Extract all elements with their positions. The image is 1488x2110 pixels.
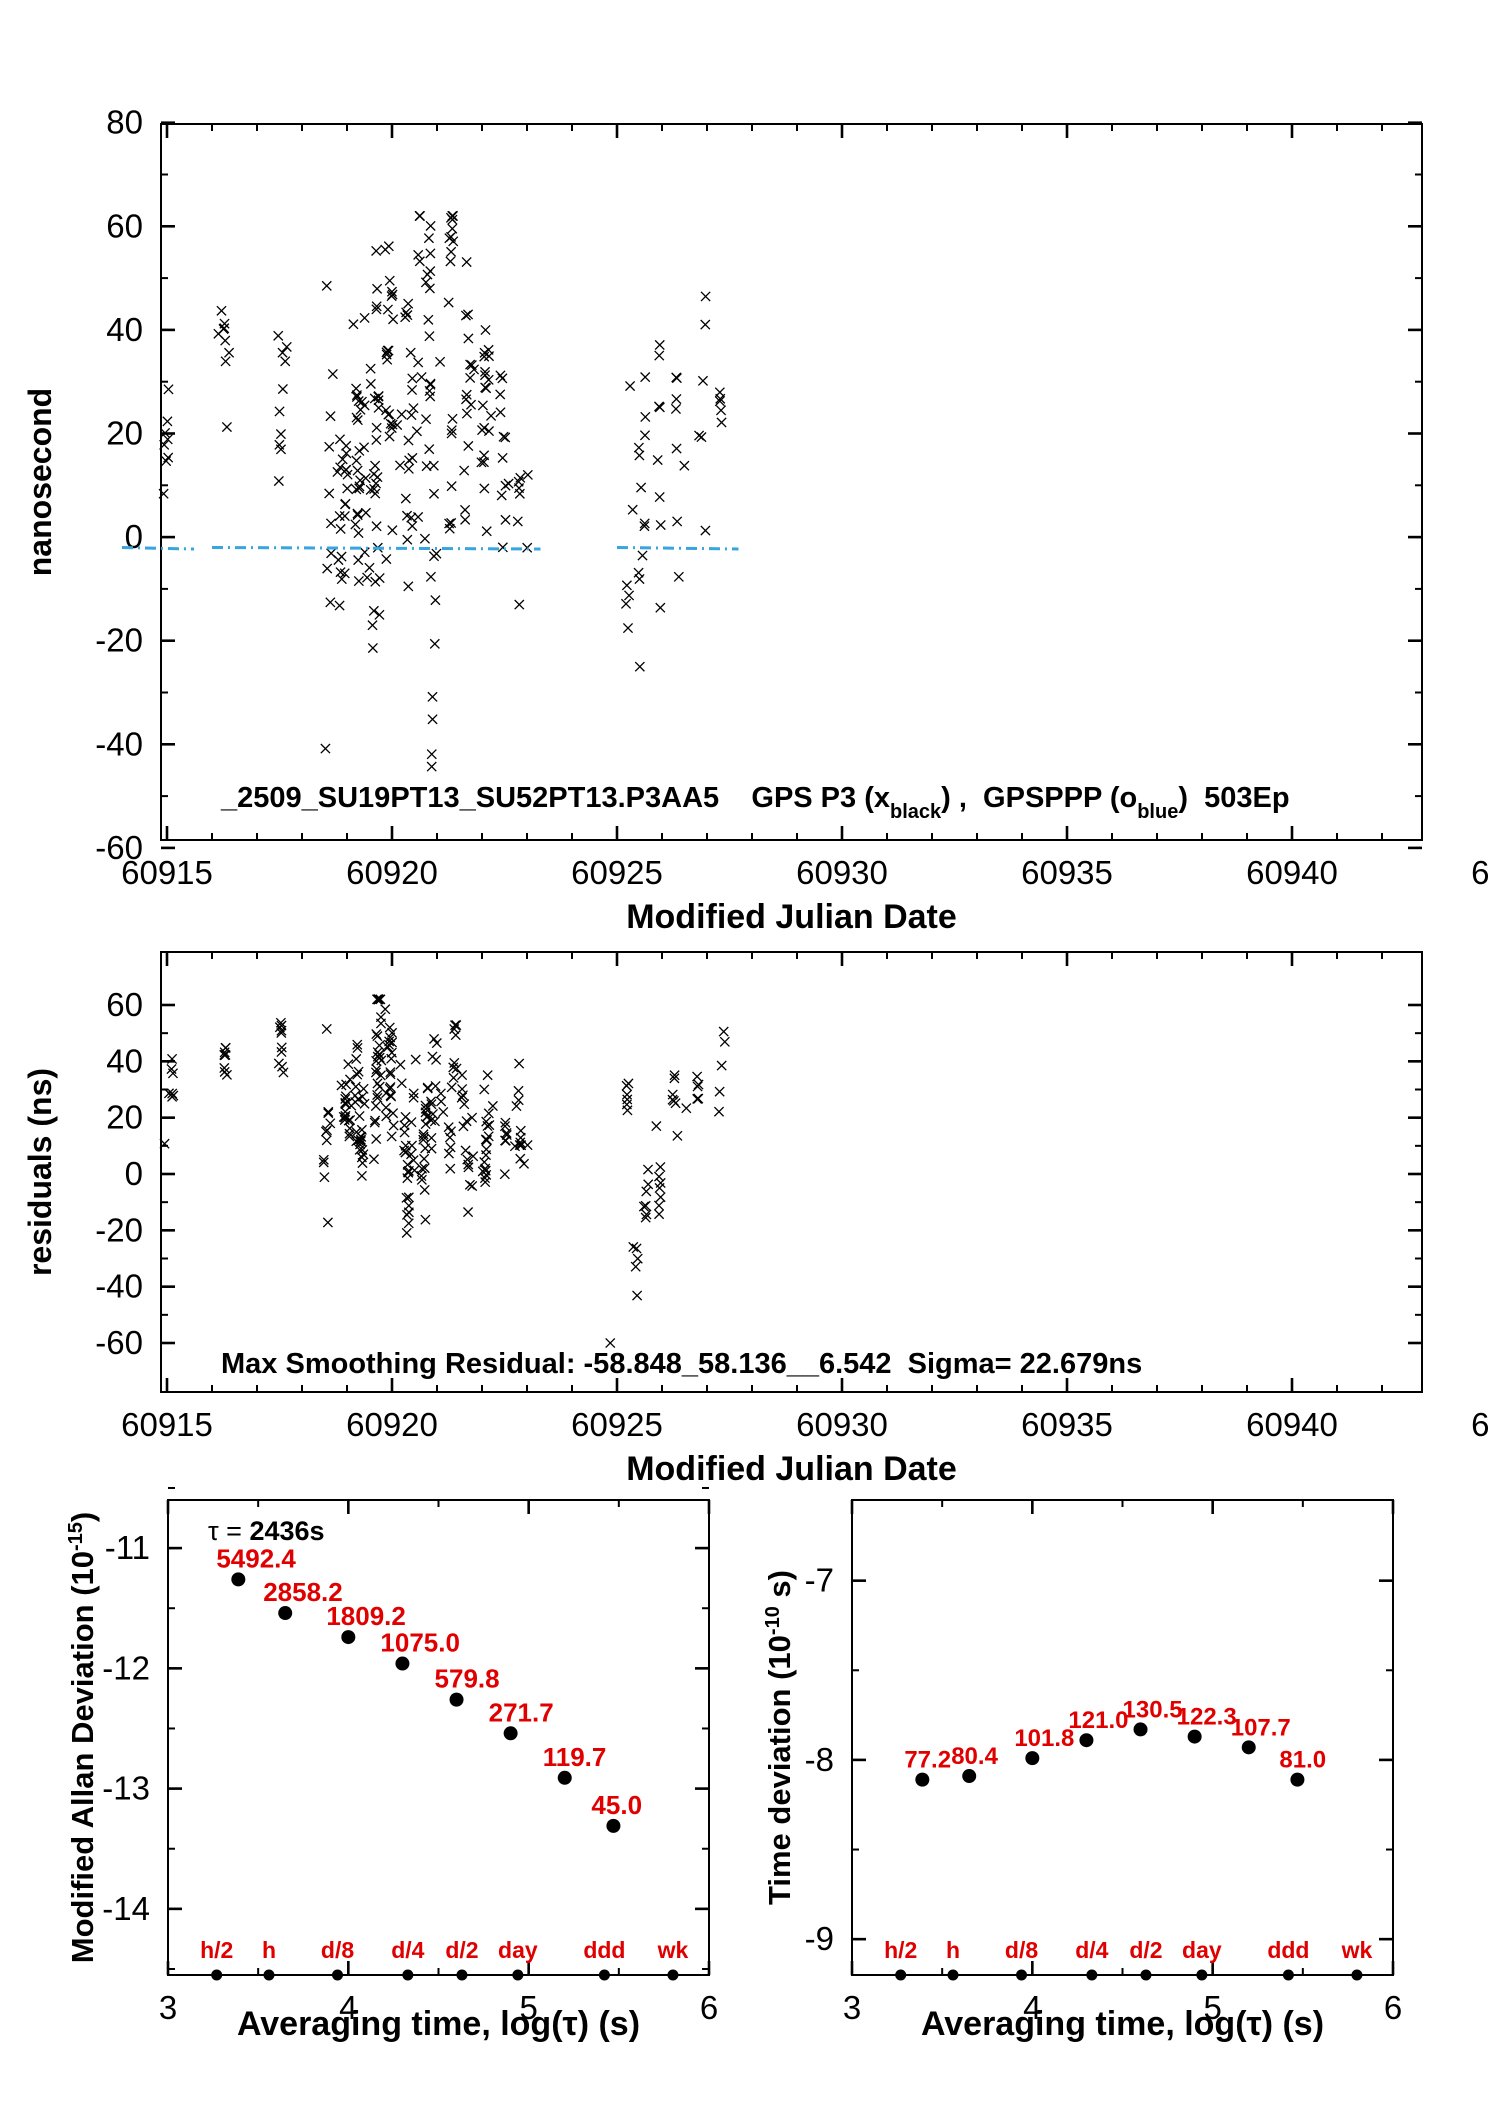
svg-text:h/2: h/2	[884, 1937, 917, 1963]
svg-text:60: 60	[106, 207, 143, 244]
svg-text:60935: 60935	[1021, 854, 1113, 891]
svg-text:45.0: 45.0	[591, 1790, 642, 1820]
svg-text:τ = 2436s: τ = 2436s	[208, 1516, 325, 1546]
svg-text:d/2: d/2	[1129, 1937, 1162, 1963]
svg-text:80.4: 80.4	[951, 1743, 998, 1770]
svg-text:ddd: ddd	[1267, 1937, 1309, 1963]
svg-text:residuals (ns): residuals (ns)	[22, 1068, 58, 1276]
svg-text:1075.0: 1075.0	[380, 1628, 460, 1658]
svg-text:579.8: 579.8	[435, 1664, 500, 1694]
svg-text:ddd: ddd	[583, 1937, 625, 1963]
svg-text:h/2: h/2	[200, 1937, 233, 1963]
svg-text:Modified Allan Deviation (10-1: Modified Allan Deviation (10-15)	[65, 1512, 100, 1963]
svg-text:122.3: 122.3	[1177, 1704, 1237, 1731]
svg-text:121.0: 121.0	[1068, 1707, 1128, 1734]
svg-text:day: day	[1182, 1937, 1222, 1963]
svg-text:60945: 60945	[1471, 854, 1488, 891]
svg-text:h: h	[946, 1937, 960, 1963]
svg-text:40: 40	[106, 311, 143, 348]
svg-text:-12: -12	[102, 1649, 150, 1686]
svg-text:Max Smoothing Residual: -58.84: Max Smoothing Residual: -58.848_58.136__…	[221, 1348, 1142, 1380]
svg-text:20: 20	[106, 1099, 143, 1136]
svg-text:107.7: 107.7	[1231, 1714, 1291, 1741]
svg-text:-20: -20	[95, 622, 143, 659]
svg-text:271.7: 271.7	[489, 1697, 554, 1727]
svg-text:-7: -7	[805, 1562, 834, 1599]
svg-text:60935: 60935	[1021, 1406, 1113, 1443]
svg-text:d/4: d/4	[391, 1937, 424, 1963]
svg-text:-60: -60	[95, 829, 143, 866]
svg-text:Averaging time, log(τ) (s): Averaging time, log(τ) (s)	[237, 2005, 640, 2043]
svg-text:3: 3	[159, 1989, 177, 2026]
svg-text:60: 60	[106, 986, 143, 1023]
svg-text:6: 6	[700, 1989, 718, 2026]
svg-text:-9: -9	[805, 1920, 834, 1957]
svg-text:-8: -8	[805, 1741, 834, 1778]
svg-text:60930: 60930	[796, 854, 888, 891]
svg-text:0: 0	[125, 1155, 143, 1192]
svg-text:60940: 60940	[1246, 1406, 1338, 1443]
svg-text:Modified Julian Date: Modified Julian Date	[626, 898, 957, 936]
svg-text:h: h	[262, 1937, 276, 1963]
svg-text:80: 80	[106, 104, 143, 141]
svg-text:60920: 60920	[346, 1406, 438, 1443]
svg-text:d/4: d/4	[1075, 1937, 1108, 1963]
svg-text:119.7: 119.7	[543, 1742, 607, 1772]
svg-text:wk: wk	[1341, 1937, 1373, 1963]
svg-text:60920: 60920	[346, 854, 438, 891]
svg-text:20: 20	[106, 415, 143, 452]
svg-text:-14: -14	[102, 1890, 150, 1927]
svg-text:nanosecond: nanosecond	[22, 388, 58, 576]
svg-text:-13: -13	[102, 1770, 150, 1807]
svg-text:5492.4: 5492.4	[216, 1543, 296, 1573]
svg-text:d/8: d/8	[321, 1937, 354, 1963]
svg-text:6: 6	[1384, 1989, 1402, 2026]
svg-text:60925: 60925	[571, 1406, 663, 1443]
svg-text:d/8: d/8	[1005, 1937, 1038, 1963]
svg-text:-40: -40	[95, 725, 143, 762]
svg-text:40: 40	[106, 1042, 143, 1079]
svg-text:60945: 60945	[1471, 1406, 1488, 1443]
svg-text:60915: 60915	[121, 1406, 213, 1443]
svg-text:0: 0	[125, 518, 143, 555]
svg-text:Modified Julian Date: Modified Julian Date	[626, 1450, 957, 1488]
svg-text:Averaging time, log(τ) (s): Averaging time, log(τ) (s)	[921, 2005, 1324, 2043]
svg-text:77.2: 77.2	[904, 1747, 951, 1774]
svg-text:d/2: d/2	[445, 1937, 478, 1963]
svg-text:101.8: 101.8	[1014, 1725, 1074, 1752]
svg-text:-20: -20	[95, 1211, 143, 1248]
svg-text:-11: -11	[105, 1529, 150, 1566]
svg-text:day: day	[498, 1937, 538, 1963]
svg-text:-60: -60	[95, 1324, 143, 1361]
svg-text:3: 3	[843, 1989, 861, 2026]
svg-text:wk: wk	[657, 1937, 689, 1963]
svg-text:60940: 60940	[1246, 854, 1338, 891]
svg-text:130.5: 130.5	[1123, 1696, 1183, 1723]
svg-text:60925: 60925	[571, 854, 663, 891]
svg-text:-40: -40	[95, 1268, 143, 1305]
svg-text:60930: 60930	[796, 1406, 888, 1443]
svg-text:81.0: 81.0	[1279, 1747, 1326, 1774]
